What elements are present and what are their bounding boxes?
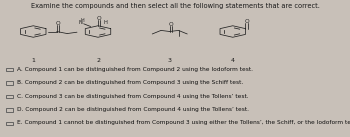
Text: 1: 1 <box>31 58 35 63</box>
Text: O: O <box>244 19 249 24</box>
Text: 2: 2 <box>96 58 100 63</box>
Text: Examine the compounds and then select all the following statements that are corr: Examine the compounds and then select al… <box>30 3 320 9</box>
Text: N: N <box>78 20 82 25</box>
Text: H: H <box>81 18 84 23</box>
Text: O: O <box>168 22 173 27</box>
Text: 3: 3 <box>168 58 172 63</box>
Text: B. Compound 2 can be distinguished from Compound 3 using the Schiff test.: B. Compound 2 can be distinguished from … <box>17 80 243 85</box>
Bar <box>6 122 13 125</box>
Text: D. Compound 2 can be distinguished from Compound 4 using the Tollens’ test.: D. Compound 2 can be distinguished from … <box>17 107 249 112</box>
Bar <box>6 81 13 85</box>
Text: O: O <box>55 22 60 26</box>
Text: A. Compound 1 can be distinguished from Compound 2 using the Iodoform test.: A. Compound 1 can be distinguished from … <box>17 67 253 72</box>
Text: O: O <box>97 16 102 21</box>
Text: E. Compound 1 cannot be distinguished from Compound 3 using either the Tollens’,: E. Compound 1 cannot be distinguished fr… <box>17 121 350 125</box>
Text: H: H <box>104 20 108 25</box>
Text: C. Compound 3 can be distinguished from Compound 4 using the Tollens’ test.: C. Compound 3 can be distinguished from … <box>17 94 248 99</box>
Bar <box>6 68 13 72</box>
Bar <box>6 108 13 112</box>
Text: 4: 4 <box>231 58 235 63</box>
Bar <box>6 95 13 98</box>
